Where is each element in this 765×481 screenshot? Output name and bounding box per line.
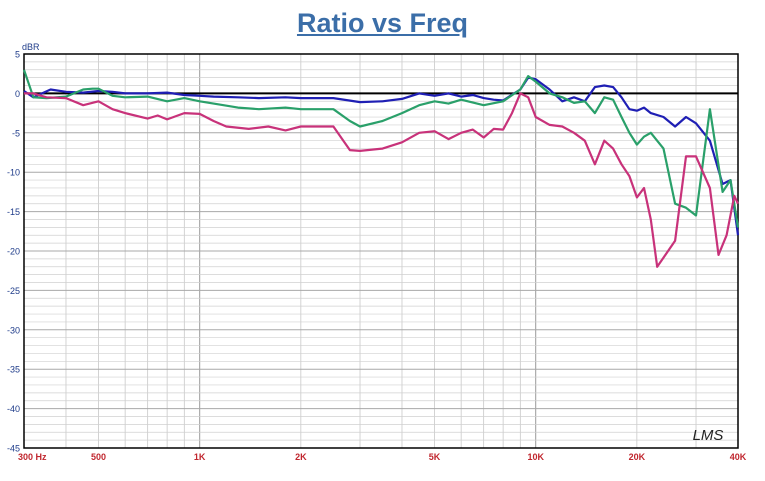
y-tick-label: -25 [7, 286, 20, 296]
y-tick-label: 0 [15, 89, 20, 99]
y-tick-label: -45 [7, 444, 20, 454]
watermark-lms: LMS [693, 427, 724, 444]
plot-frame [23, 53, 739, 449]
x-tick-label: 40K [730, 452, 747, 462]
y-tick-label: -40 [7, 404, 20, 414]
x-tick-label: 10K [527, 452, 544, 462]
x-tick-label: 500 [91, 452, 106, 462]
y-tick-label: -15 [7, 207, 20, 217]
y-tick-label: -35 [7, 365, 20, 375]
x-tick-label: 1K [194, 452, 206, 462]
x-tick-label: 20K [629, 452, 646, 462]
y-tick-label: 5 [15, 50, 20, 60]
x-tick-label: 300 Hz [18, 452, 47, 462]
chart-title: Ratio vs Freq [296, 8, 469, 38]
x-tick-label: 5K [429, 452, 441, 462]
y-axis-label: dBR [22, 42, 40, 52]
y-tick-label: -10 [7, 168, 20, 178]
x-tick-label: 2K [295, 452, 307, 462]
series-line-2 [22, 69, 740, 228]
series-line-3 [24, 92, 739, 268]
y-tick-label: -5 [12, 128, 20, 138]
y-tick-label: -30 [7, 325, 20, 335]
series-line-1 [23, 76, 740, 236]
y-tick-label: -20 [7, 247, 20, 257]
